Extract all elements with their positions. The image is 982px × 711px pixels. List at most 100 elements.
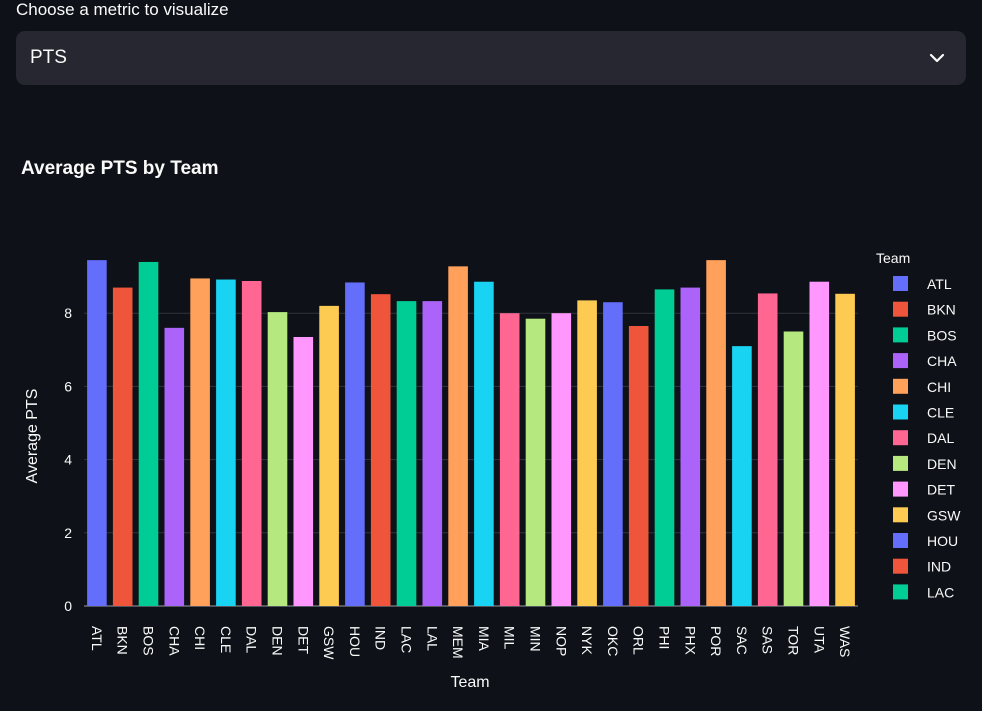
x-tick-label: PHX	[682, 626, 698, 655]
x-tick-label: ORL	[631, 626, 647, 655]
bar-bkn[interactable]	[112, 287, 133, 606]
bar-tor[interactable]	[783, 331, 804, 607]
x-tick-label: MIN	[528, 626, 544, 652]
bar-lac[interactable]	[396, 301, 417, 606]
x-tick-label: TOR	[786, 626, 802, 655]
x-tick-label: CHI	[192, 626, 208, 650]
bar-por[interactable]	[706, 260, 726, 606]
bar-phx[interactable]	[680, 287, 701, 606]
legend-label: DET	[927, 482, 955, 498]
legend-item-ind[interactable]: IND	[893, 558, 951, 575]
legend-item-gsw[interactable]: GSW	[893, 507, 961, 523]
x-tick-label: NOP	[553, 626, 569, 656]
x-tick-label: UTA	[811, 626, 827, 654]
x-tick-label: MIA	[476, 626, 492, 652]
x-tick-label: OKC	[605, 626, 621, 656]
bars-layer	[87, 260, 855, 606]
x-tick-label: CHA	[166, 626, 182, 656]
x-tick-label: ATL	[89, 626, 105, 651]
metric-select-label: Choose a metric to visualize	[16, 0, 229, 19]
x-tick-label: CLE	[218, 626, 234, 653]
x-tick-label: MEM	[450, 626, 466, 659]
x-tick-label: WAS	[837, 626, 853, 657]
bar-bos[interactable]	[138, 261, 159, 606]
legend-swatch	[893, 558, 908, 574]
legend-label: LAC	[927, 584, 954, 600]
x-tick-labels: ATL BKN BOS CHA CHI CLE DAL DEN DET GSW HOU IND LAC L…	[89, 626, 853, 660]
legend-swatch	[893, 584, 908, 600]
bar-ind[interactable]	[370, 294, 391, 606]
x-tick-label: HOU	[347, 626, 363, 657]
legend-label: CLE	[927, 405, 954, 421]
metric-select[interactable]: PTS	[16, 31, 966, 85]
legend-swatch	[893, 533, 908, 548]
bar-chi[interactable]	[190, 278, 210, 606]
y-tick-label: 0	[64, 598, 72, 614]
legend-swatch	[893, 507, 908, 523]
legend-label: GSW	[927, 507, 961, 523]
x-tick-label: LAC	[399, 626, 415, 653]
x-tick-label: SAC	[734, 626, 750, 655]
bar-nop[interactable]	[551, 313, 572, 606]
legend-swatch	[893, 455, 908, 471]
bar-min[interactable]	[525, 318, 546, 606]
x-tick-label: POR	[708, 626, 724, 656]
bar-mil[interactable]	[499, 313, 520, 606]
legend-item-den[interactable]: DEN	[893, 455, 957, 472]
bar-hou[interactable]	[345, 282, 365, 606]
x-tick-label: LAL	[424, 626, 440, 651]
legend-swatch	[893, 301, 908, 317]
bar-was[interactable]	[835, 293, 855, 606]
x-tick-label: PHI	[657, 626, 673, 649]
bar-chart: Average PTS by Team 0 2 4 6 8 ATL BKN BOS CHA CH…	[21, 158, 961, 691]
bar-gsw[interactable]	[319, 305, 339, 606]
x-tick-label: BOS	[141, 626, 157, 656]
chevron-down-icon[interactable]	[928, 49, 946, 67]
legend-item-det[interactable]: DET	[893, 481, 955, 498]
legend-item-atl[interactable]: ATL	[893, 276, 952, 292]
legend-item-lac[interactable]: LAC	[893, 584, 954, 600]
legend: Team ATL BKN BOS CHA CHI CLE DAL DEN DET GSW HOU IN…	[876, 250, 961, 600]
y-tick-label: 6	[64, 378, 72, 394]
bar-mem[interactable]	[448, 266, 468, 606]
bar-mia[interactable]	[474, 281, 494, 606]
legend-label: BOS	[927, 327, 957, 343]
legend-item-hou[interactable]: HOU	[893, 533, 958, 549]
bar-uta[interactable]	[809, 281, 830, 606]
legend-item-cle[interactable]: CLE	[893, 404, 954, 421]
bar-den[interactable]	[267, 312, 288, 606]
legend-label: CHI	[927, 379, 951, 395]
legend-swatch	[893, 404, 908, 420]
legend-swatch	[893, 378, 908, 394]
bar-okc[interactable]	[603, 302, 623, 606]
x-tick-label: IND	[373, 626, 389, 650]
bar-det[interactable]	[293, 336, 314, 606]
legend-item-cha[interactable]: CHA	[893, 353, 957, 369]
x-tick-label: DAL	[244, 626, 260, 653]
x-tick-label: DET	[295, 626, 311, 654]
y-axis-title: Average PTS	[24, 389, 41, 484]
x-tick-label: NYK	[579, 626, 595, 655]
legend-item-bkn[interactable]: BKN	[893, 301, 956, 318]
bar-cle[interactable]	[216, 279, 236, 606]
legend-item-dal[interactable]: DAL	[893, 430, 954, 446]
bar-sac[interactable]	[732, 346, 752, 606]
bar-cha[interactable]	[164, 327, 185, 606]
bar-orl[interactable]	[628, 326, 649, 606]
bar-sas[interactable]	[757, 293, 778, 606]
x-tick-label: MIL	[502, 626, 518, 650]
legend-label: CHA	[927, 353, 957, 369]
legend-label: BKN	[927, 302, 956, 318]
legend-item-bos[interactable]: BOS	[893, 327, 957, 343]
bar-phi[interactable]	[654, 289, 675, 606]
x-tick-label: GSW	[321, 626, 337, 660]
legend-swatch	[893, 327, 908, 343]
bar-dal[interactable]	[241, 280, 262, 606]
y-tick-label: 4	[64, 452, 72, 468]
bar-atl[interactable]	[87, 260, 107, 606]
legend-item-chi[interactable]: CHI	[893, 378, 951, 395]
bar-lal[interactable]	[422, 301, 443, 606]
bar-nyk[interactable]	[577, 300, 597, 606]
legend-label: HOU	[927, 533, 958, 549]
